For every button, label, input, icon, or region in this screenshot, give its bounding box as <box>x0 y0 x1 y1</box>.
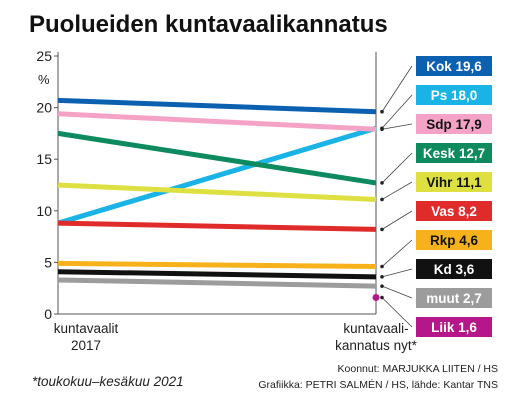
series-point-liik <box>372 293 380 301</box>
leader-dot <box>380 197 384 202</box>
leader-line <box>381 181 413 200</box>
leader-dot <box>380 127 384 132</box>
label-text-kesk: Kesk 12,7 <box>423 146 485 161</box>
label-text-rkp: Rkp 4,6 <box>430 233 479 248</box>
leader-dot <box>380 284 384 288</box>
leader-dot <box>380 264 384 269</box>
leader-dot <box>380 109 384 114</box>
label-box-vas <box>416 201 492 221</box>
label-box-sdp <box>416 114 492 134</box>
leader-line <box>381 94 413 129</box>
series-line-kok <box>57 97 377 115</box>
series-line-vas <box>57 220 377 232</box>
series-line-muut <box>57 277 377 289</box>
series-lines <box>57 97 380 301</box>
y-tick-label: 20 <box>36 100 52 116</box>
label-box-kd <box>416 259 492 279</box>
axes <box>57 52 377 315</box>
leader-line <box>381 239 413 267</box>
label-text-ps: Ps 18,0 <box>431 88 478 103</box>
x-label-line2: kannatus nyt* <box>335 338 418 353</box>
label-box-rkp <box>416 230 492 250</box>
series-labels: Kok 19,6 Ps 18,0 Sdp 17,9 Kesk 12,7 Vihr 11,… <box>380 56 492 337</box>
label-text-vihr: Vihr 11,1 <box>426 175 482 190</box>
leader-line <box>381 285 413 299</box>
leader-dot <box>380 275 384 279</box>
series-line-vihr <box>57 182 377 202</box>
x-label-line2: 2017 <box>71 338 101 353</box>
footnote: *toukokuu–kesäkuu 2021 <box>32 374 184 389</box>
leader-line <box>381 268 413 278</box>
y-axis-unit: % <box>38 72 50 87</box>
leader-line <box>381 65 413 112</box>
y-tick-label: 5 <box>44 254 52 270</box>
label-text-liik: Liik 1,6 <box>431 320 477 335</box>
leader-dot <box>380 181 384 185</box>
series-line-kd <box>57 269 377 280</box>
leader-line <box>381 297 413 328</box>
leader-line <box>381 210 413 230</box>
label-text-muut: muut 2,7 <box>426 291 482 306</box>
series-line-rkp <box>57 260 377 270</box>
y-axis: 0 5 10 15 20 25 <box>36 48 58 322</box>
x-label-line1: kuntavaalit <box>54 321 119 336</box>
leader-line <box>381 152 413 184</box>
y-tick-label: 0 <box>44 306 52 322</box>
chart-title: Puolueiden kuntavaalikannatus <box>29 11 388 38</box>
leader-dot <box>380 227 384 232</box>
label-box-kesk <box>416 143 492 163</box>
leader-dot <box>380 295 384 300</box>
series-line-sdp <box>57 111 377 132</box>
leader-line <box>381 123 413 130</box>
label-text-vas: Vas 8,2 <box>431 204 477 219</box>
y-tick-label: 25 <box>36 48 52 64</box>
x-axis-labels: kuntavaalit 2017 kuntavaali-kannatus nyt* <box>54 321 418 353</box>
label-text-kd: Kd 3,6 <box>434 262 475 277</box>
credit-graphics: Grafiikka: PETRI SALMÉN / HS, lähde: Kan… <box>258 378 498 391</box>
y-tick-label: 10 <box>36 203 52 219</box>
label-box-ps <box>416 85 492 105</box>
label-box-liik <box>416 317 492 337</box>
label-text-sdp: Sdp 17,9 <box>426 117 482 132</box>
x-label-line1: kuntavaali- <box>343 321 408 336</box>
series-line-ps <box>57 125 377 226</box>
label-box-vihr <box>416 172 492 192</box>
y-tick-label: 15 <box>36 151 52 167</box>
credit-compiled: Koonnut: MARJUKKA LIITEN / HS <box>338 363 498 375</box>
label-box-kok <box>416 56 492 76</box>
label-text-kok: Kok 19,6 <box>426 59 482 74</box>
label-box-muut <box>416 288 492 308</box>
series-line-kesk <box>57 130 377 186</box>
